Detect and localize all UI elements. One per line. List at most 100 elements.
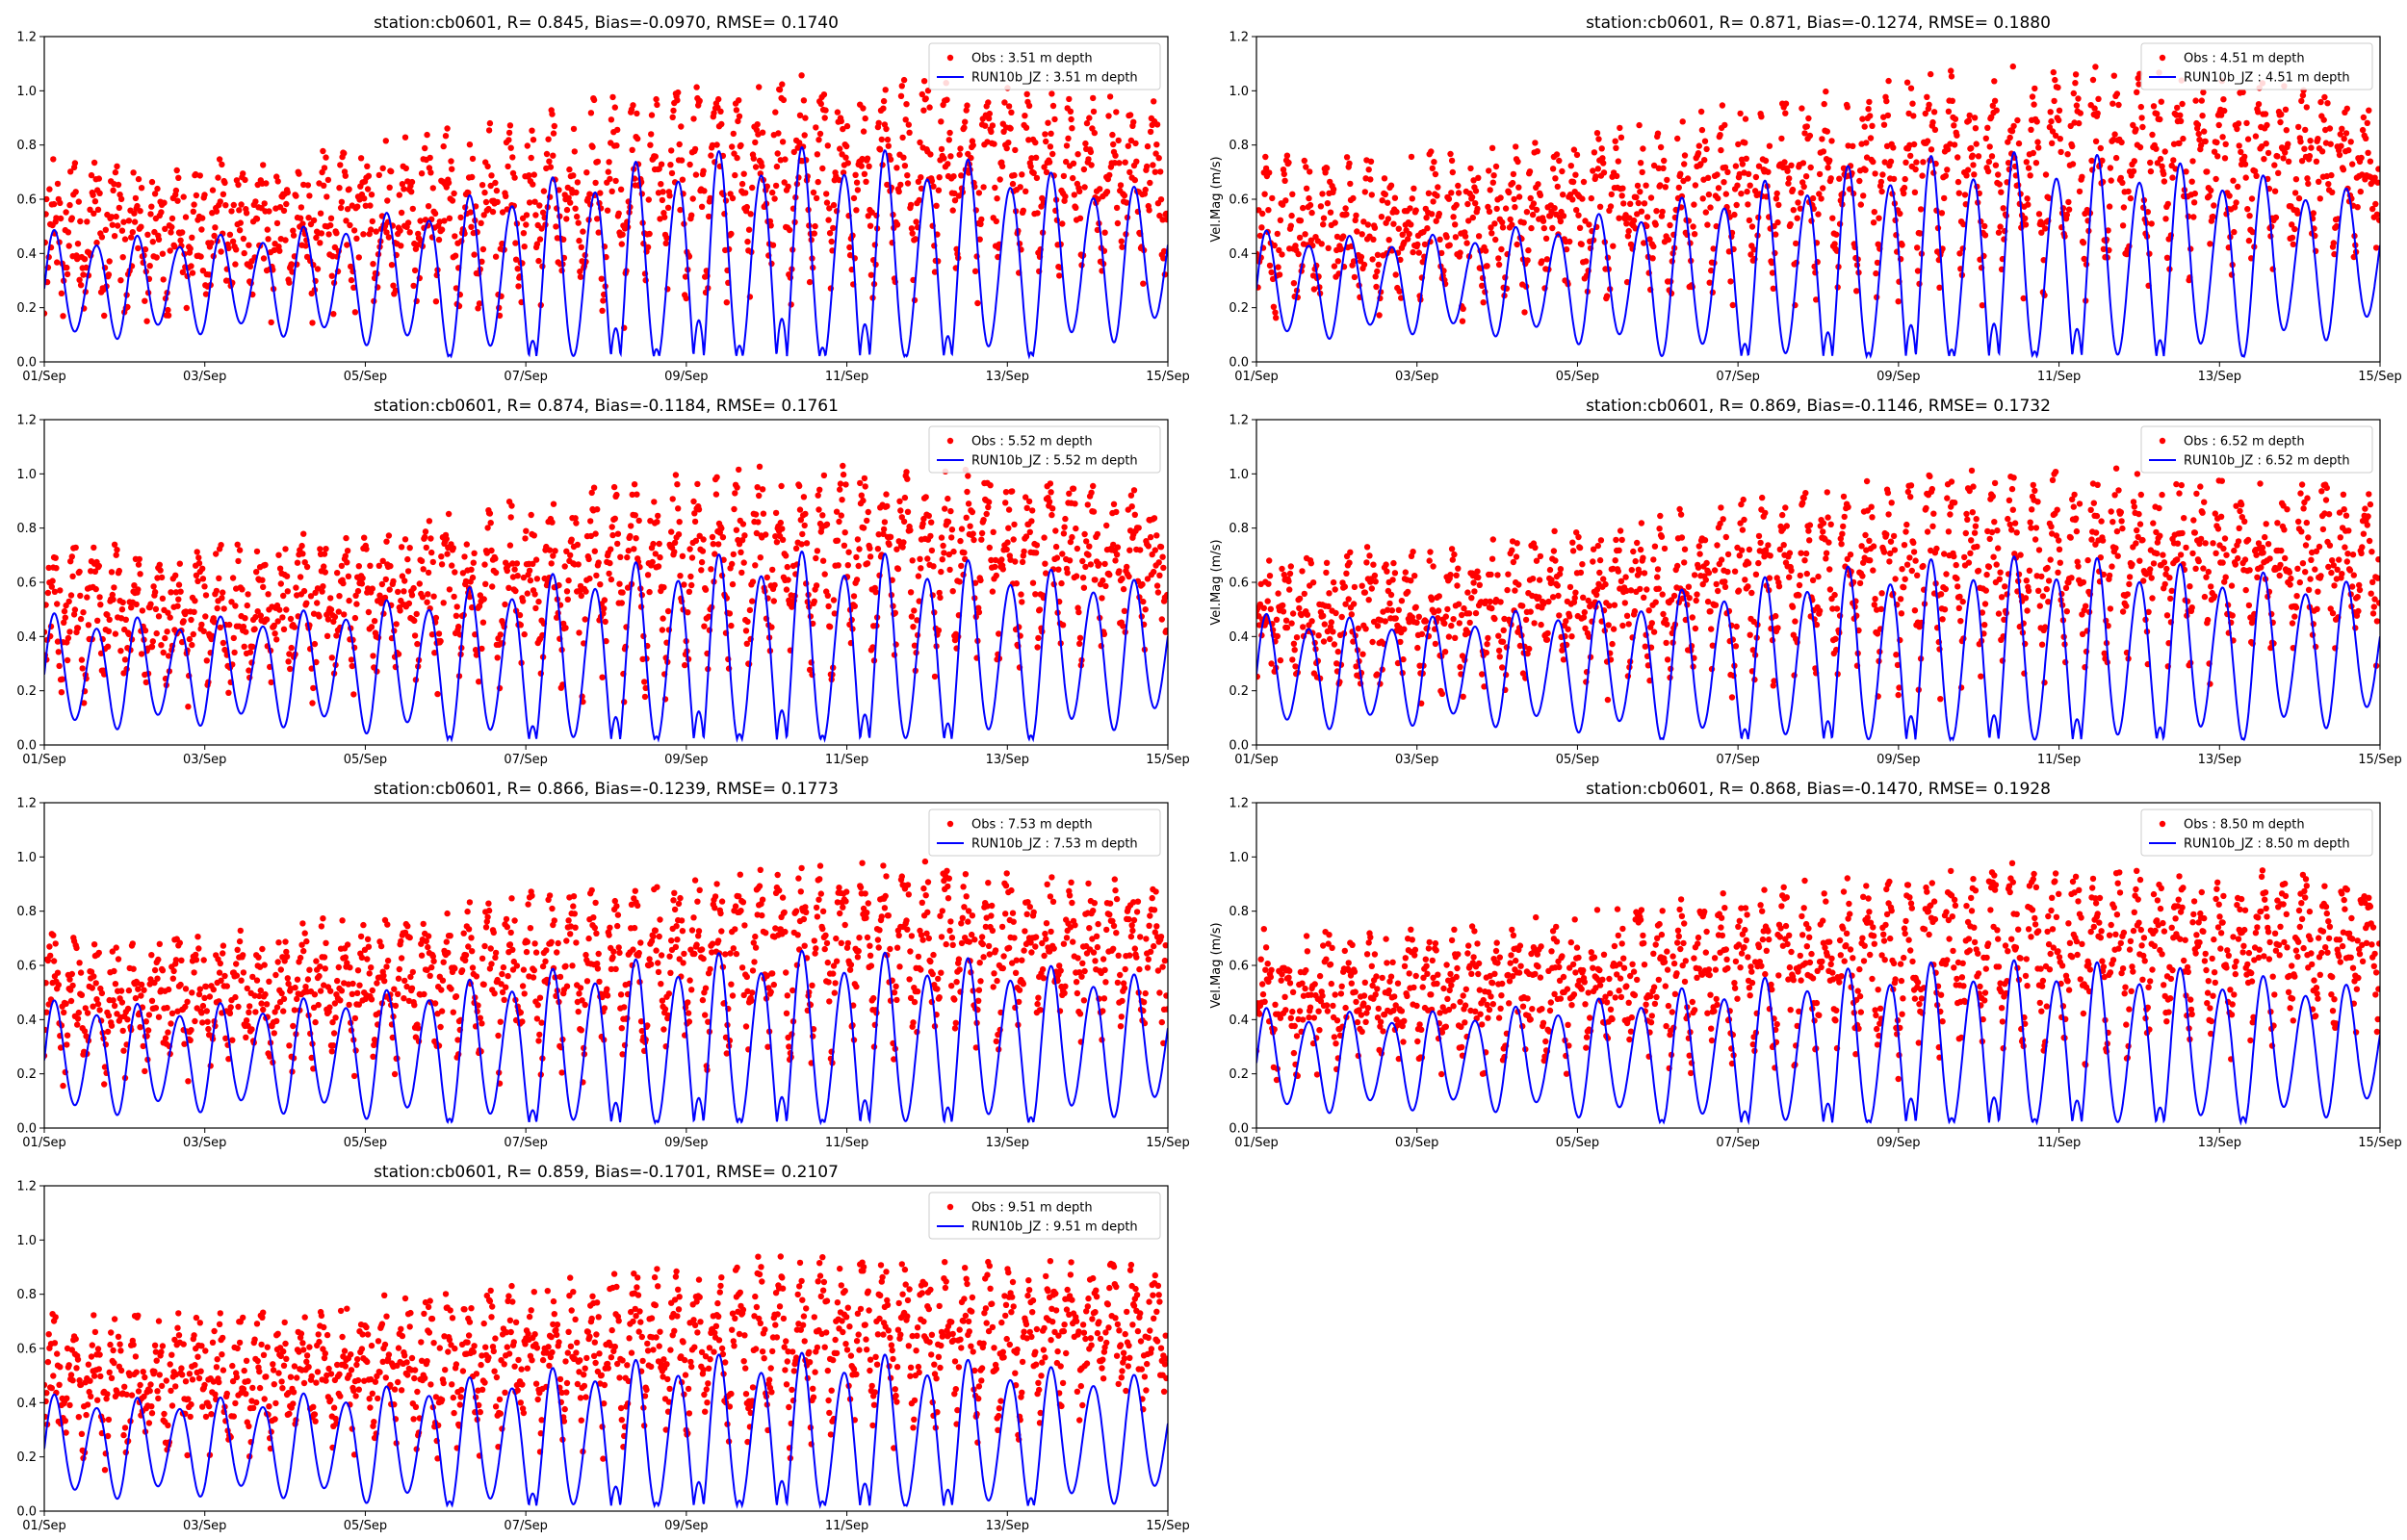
obs-point	[1109, 131, 1116, 139]
obs-point	[1917, 230, 1924, 237]
obs-point	[669, 114, 676, 121]
obs-point	[1308, 209, 1315, 217]
obs-point	[1708, 267, 1715, 274]
obs-point	[168, 589, 174, 596]
obs-point	[64, 656, 71, 664]
obs-point	[1488, 224, 1494, 231]
obs-point	[243, 629, 249, 635]
obs-point	[723, 299, 730, 306]
obs-point	[738, 569, 745, 577]
obs-point	[911, 607, 918, 614]
obs-point	[129, 229, 136, 236]
obs-point	[648, 131, 655, 138]
obs-point	[2127, 194, 2135, 202]
obs-point	[1522, 616, 1530, 624]
obs-point	[998, 556, 1005, 563]
obs-point	[2106, 203, 2113, 210]
obs-point	[265, 236, 272, 243]
obs-point	[171, 244, 178, 250]
obs-point	[893, 221, 901, 228]
obs-point	[978, 536, 985, 543]
obs-point	[1963, 172, 1970, 179]
obs-point	[1411, 185, 1417, 192]
obs-point	[175, 596, 182, 603]
obs-point	[1160, 255, 1167, 262]
obs-point	[1618, 192, 1625, 199]
obs-point	[1049, 102, 1057, 110]
obs-point	[2264, 121, 2270, 129]
obs-point	[1286, 586, 1293, 593]
obs-point	[1063, 158, 1070, 166]
obs-point	[1110, 141, 1117, 148]
obs-point	[1985, 158, 1993, 166]
obs-point	[280, 592, 287, 600]
obs-point	[369, 218, 375, 225]
obs-point	[2330, 240, 2337, 246]
obs-point	[1991, 78, 1998, 85]
obs-point	[605, 168, 611, 175]
obs-point	[607, 175, 613, 183]
obs-point	[77, 615, 85, 623]
obs-point	[263, 180, 270, 187]
obs-point	[120, 218, 127, 225]
obs-point	[1119, 576, 1126, 582]
obs-point	[1903, 79, 1911, 86]
obs-point	[116, 567, 123, 575]
obs-point	[1386, 600, 1393, 607]
obs-point	[276, 565, 284, 572]
ytick-label: 0.2	[16, 684, 37, 699]
obs-point	[225, 244, 232, 252]
obs-point	[1147, 533, 1154, 541]
obs-point	[1301, 590, 1308, 598]
obs-point	[2230, 177, 2237, 184]
obs-point	[1902, 175, 1908, 183]
obs-point	[539, 209, 547, 216]
obs-point	[2164, 200, 2171, 208]
obs-point	[524, 142, 531, 149]
obs-point	[2119, 222, 2127, 229]
obs-point	[1471, 588, 1478, 595]
obs-point	[1532, 544, 1539, 552]
obs-point	[397, 607, 403, 614]
obs-point	[668, 169, 676, 177]
obs-point	[1619, 185, 1626, 192]
obs-point	[1831, 241, 1838, 247]
obs-point	[324, 616, 332, 623]
obs-point	[1551, 205, 1558, 212]
obs-point	[325, 231, 332, 238]
obs-point	[1075, 608, 1082, 616]
obs-point	[2100, 245, 2108, 252]
obs-point	[1266, 557, 1273, 564]
obs-point	[700, 167, 707, 174]
obs-point	[1737, 110, 1744, 117]
obs-point	[489, 208, 497, 216]
obs-point	[686, 161, 693, 168]
obs-point	[45, 564, 52, 572]
obs-point	[1272, 309, 1279, 316]
obs-point	[398, 544, 405, 551]
obs-point	[565, 194, 572, 201]
obs-point	[739, 521, 747, 527]
obs-point	[494, 198, 501, 206]
obs-point	[2065, 206, 2073, 213]
obs-point	[736, 97, 742, 104]
obs-point	[1766, 142, 1773, 149]
obs-point	[1788, 162, 1795, 168]
obs-point	[504, 567, 510, 575]
obs-point	[1033, 542, 1041, 549]
obs-point	[949, 588, 956, 595]
obs-point	[431, 650, 438, 656]
obs-point	[767, 222, 774, 229]
obs-point	[2375, 166, 2380, 172]
obs-point	[681, 581, 687, 588]
obs-point	[905, 121, 912, 128]
obs-point	[401, 588, 407, 595]
obs-point	[670, 107, 677, 115]
obs-point	[60, 313, 66, 320]
obs-point	[1961, 192, 1969, 198]
obs-point	[1715, 185, 1722, 192]
obs-point	[1277, 656, 1284, 664]
obs-point	[664, 607, 672, 615]
obs-point	[1383, 561, 1389, 568]
obs-point	[423, 544, 429, 552]
